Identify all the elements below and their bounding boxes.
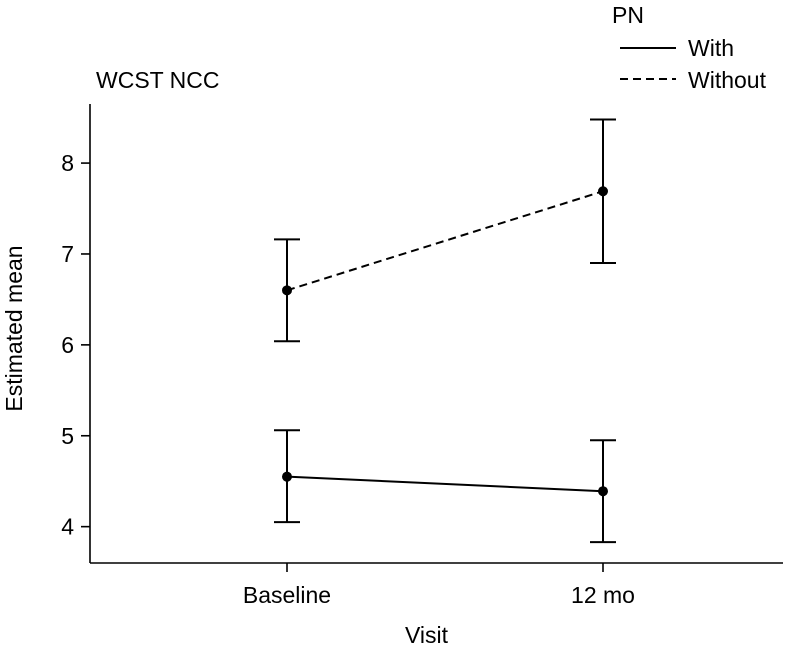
chart-title: WCST NCC: [96, 67, 220, 93]
x-tick-label: 12 mo: [571, 582, 635, 608]
series-line-with: [286, 475, 604, 493]
y-tick-label: 5: [61, 423, 74, 449]
data-point: [598, 486, 608, 497]
x-axis-label: Visit: [405, 622, 449, 648]
data-point: [282, 471, 292, 482]
series-layer: [274, 118, 616, 544]
series-line-without: [286, 190, 604, 292]
y-axis-label: Estimated mean: [1, 245, 27, 411]
y-tick-label: 6: [61, 332, 74, 358]
legend: PN With Without: [612, 2, 767, 93]
series-with: [274, 429, 616, 544]
y-tick-label: 7: [61, 241, 74, 267]
y-ticks: 4 5 6 7 8: [61, 150, 90, 540]
y-tick-label: 4: [61, 514, 74, 540]
data-point: [282, 285, 292, 296]
legend-label-with: With: [688, 35, 734, 61]
legend-title: PN: [612, 2, 644, 28]
data-point: [598, 186, 608, 197]
x-ticks: Baseline 12 mo: [243, 563, 635, 608]
x-tick-label: Baseline: [243, 582, 331, 608]
series-without: [274, 118, 616, 343]
legend-label-without: Without: [688, 67, 767, 93]
y-tick-label: 8: [61, 150, 74, 176]
